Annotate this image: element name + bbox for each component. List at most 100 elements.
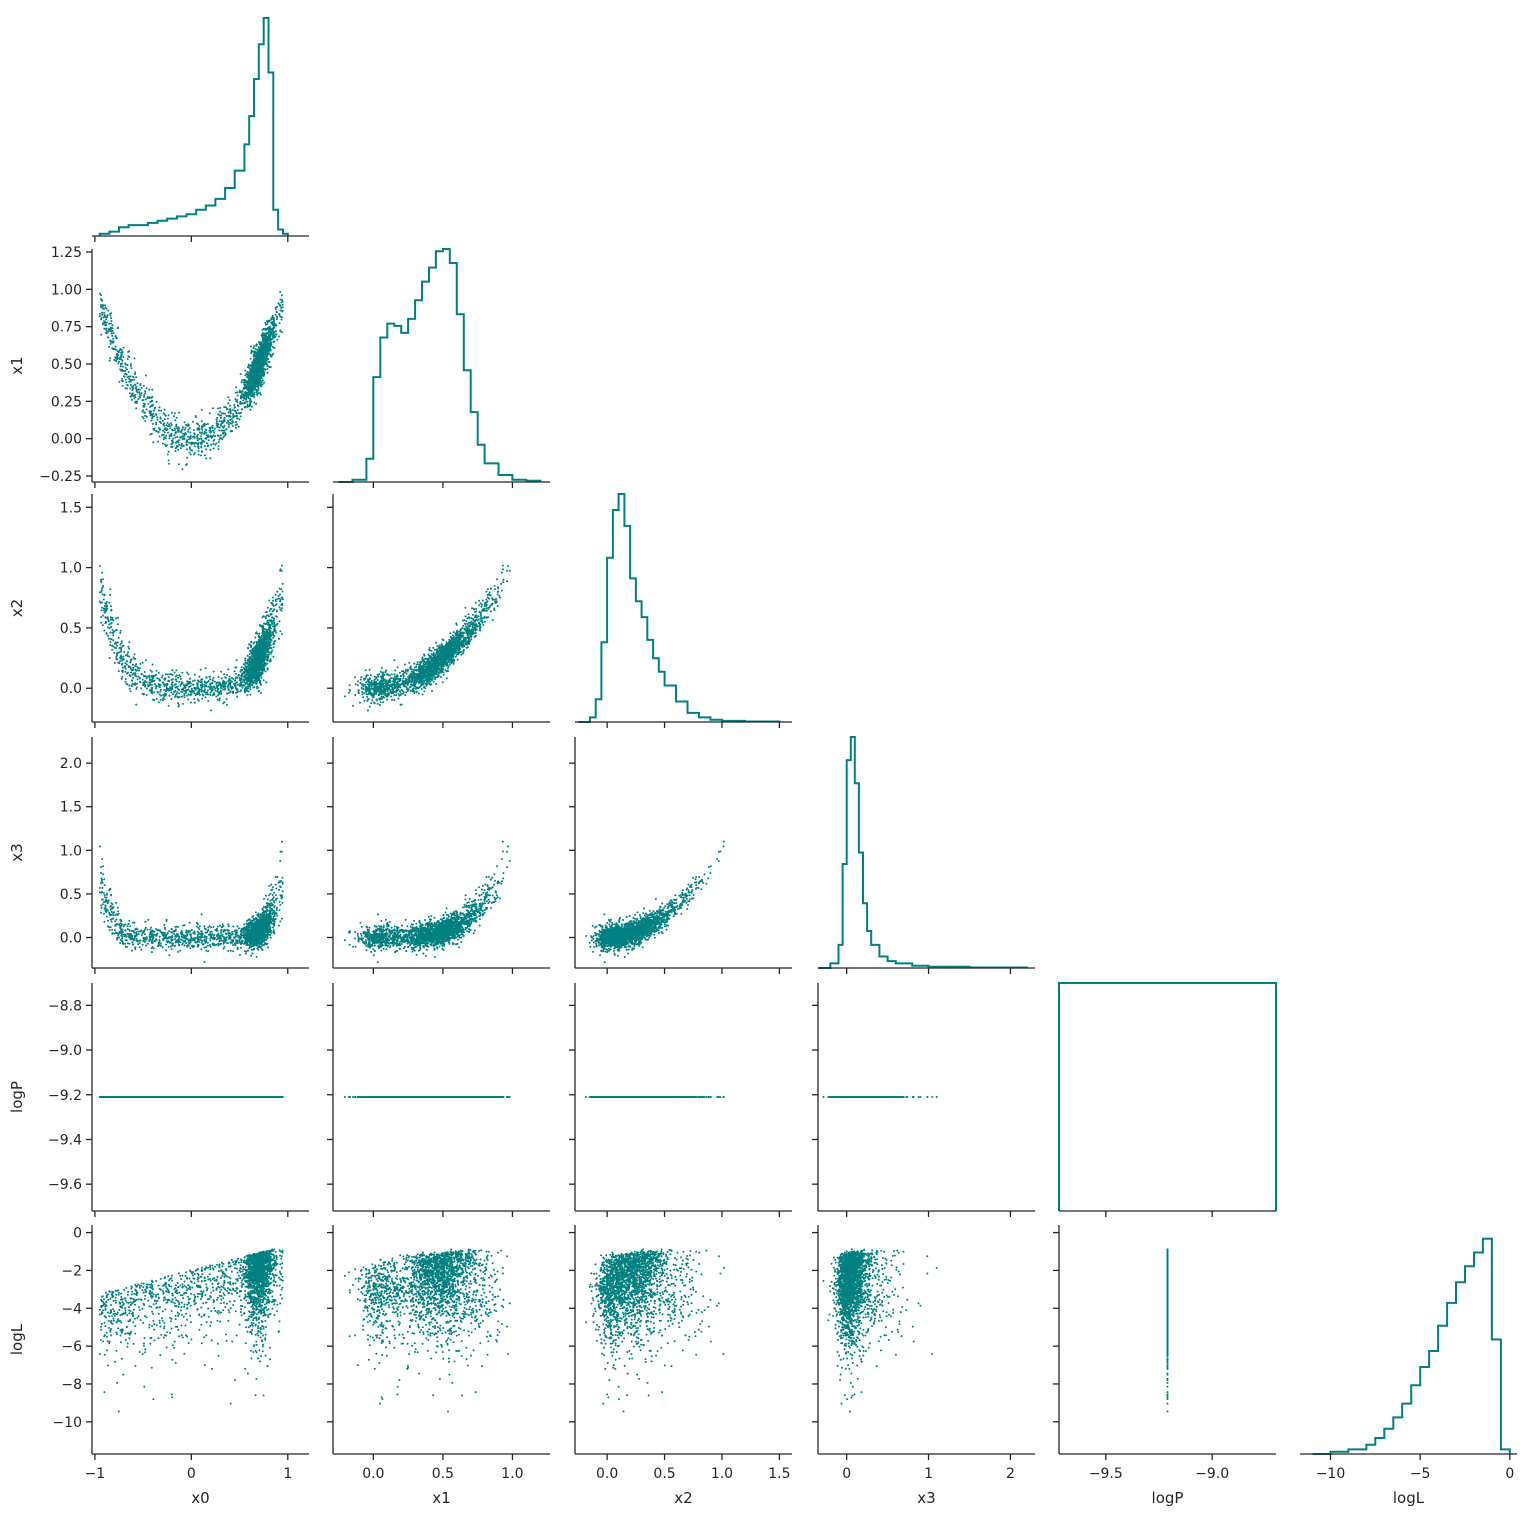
scatter-point — [245, 682, 247, 684]
scatter-point — [252, 675, 254, 677]
scatter-point — [258, 639, 260, 641]
scatter-point — [266, 629, 268, 631]
scatter-point — [180, 431, 182, 433]
scatter-point — [250, 409, 252, 411]
scatter-point — [157, 441, 159, 443]
scatter-point — [250, 641, 252, 643]
scatter-point — [279, 315, 281, 317]
scatter-point — [188, 693, 190, 695]
scatter-point — [255, 354, 257, 356]
scatter-point — [266, 615, 268, 617]
scatter-point — [278, 335, 280, 337]
scatter-point — [205, 438, 207, 440]
scatter-point — [226, 408, 228, 410]
scatter-point — [109, 632, 111, 634]
scatter-point — [108, 329, 110, 331]
scatter-point — [131, 389, 133, 391]
scatter-point — [234, 670, 236, 672]
scatter-point — [180, 678, 182, 680]
scatter-point — [200, 446, 202, 448]
scatter-point — [228, 411, 230, 413]
scatter-point — [100, 622, 102, 624]
scatter-point — [261, 640, 263, 642]
scatter-point — [263, 657, 265, 659]
scatter-point — [127, 651, 129, 653]
scatter-point — [150, 412, 152, 414]
scatter-point — [101, 314, 103, 316]
scatter-point — [204, 696, 206, 698]
scatter-point — [112, 340, 114, 342]
scatter-point — [111, 638, 113, 640]
scatter-point — [228, 678, 230, 680]
scatter-point — [168, 414, 170, 416]
scatter-point — [177, 706, 179, 708]
scatter-point — [159, 429, 161, 431]
scatter-point — [251, 664, 253, 666]
scatter-point — [493, 607, 495, 609]
scatter-point — [261, 677, 263, 679]
scatter-point — [449, 632, 451, 634]
scatter-point — [270, 318, 272, 320]
scatter-point — [122, 656, 124, 658]
scatter-point — [249, 683, 251, 685]
scatter-point — [258, 383, 260, 385]
scatter-point — [272, 643, 274, 645]
scatter-point — [255, 403, 257, 405]
scatter-point — [170, 435, 172, 437]
scatter-point — [239, 685, 241, 687]
scatter-point — [168, 437, 170, 439]
scatter-point — [209, 412, 211, 414]
scatter-point — [109, 313, 111, 315]
scatter-point — [263, 633, 265, 635]
scatter-point — [227, 668, 229, 670]
scatter-point — [257, 655, 259, 657]
scatter-point — [113, 348, 115, 350]
scatter-point — [189, 452, 191, 454]
scatter-point — [116, 629, 118, 631]
scatter-point — [258, 666, 260, 668]
scatter-point — [111, 335, 113, 337]
scatter-point — [270, 366, 272, 368]
scatter-point — [160, 684, 162, 686]
scatter-point — [208, 439, 210, 441]
scatter-point — [201, 409, 203, 411]
scatter-point — [240, 675, 242, 677]
scatter-point — [226, 693, 228, 695]
scatter-point — [108, 638, 110, 640]
scatter-point — [253, 391, 255, 393]
scatter-point — [253, 381, 255, 383]
scatter-point — [230, 416, 232, 418]
scatter-point — [210, 682, 212, 684]
scatter-point — [101, 300, 103, 302]
scatter-point — [281, 565, 283, 567]
scatter-point — [259, 385, 261, 387]
scatter-point — [146, 688, 148, 690]
scatter-point — [111, 320, 113, 322]
scatter-point — [185, 683, 187, 685]
scatter-point — [186, 457, 188, 459]
scatter-point — [119, 358, 121, 360]
scatter-point — [268, 347, 270, 349]
scatter-point — [156, 416, 158, 418]
scatter-point — [169, 425, 171, 427]
scatter-point — [154, 407, 156, 409]
scatter-point — [121, 378, 123, 380]
scatter-point — [166, 424, 168, 426]
scatter-point — [174, 412, 176, 414]
scatter-point — [112, 629, 114, 631]
hist-logP — [1059, 983, 1276, 1211]
scatter-point — [155, 686, 157, 688]
scatter-point — [201, 678, 203, 680]
scatter-point — [128, 641, 130, 643]
scatter-point — [139, 667, 141, 669]
scatter-point — [256, 665, 258, 667]
scatter-point — [109, 360, 111, 362]
scatter-point — [188, 442, 190, 444]
scatter-point — [135, 672, 137, 674]
scatter-point — [253, 656, 255, 658]
scatter-point — [155, 688, 157, 690]
scatter-point — [106, 605, 108, 607]
scatter-point — [213, 439, 215, 441]
scatter-point — [209, 432, 211, 434]
scatter-point — [262, 379, 264, 381]
